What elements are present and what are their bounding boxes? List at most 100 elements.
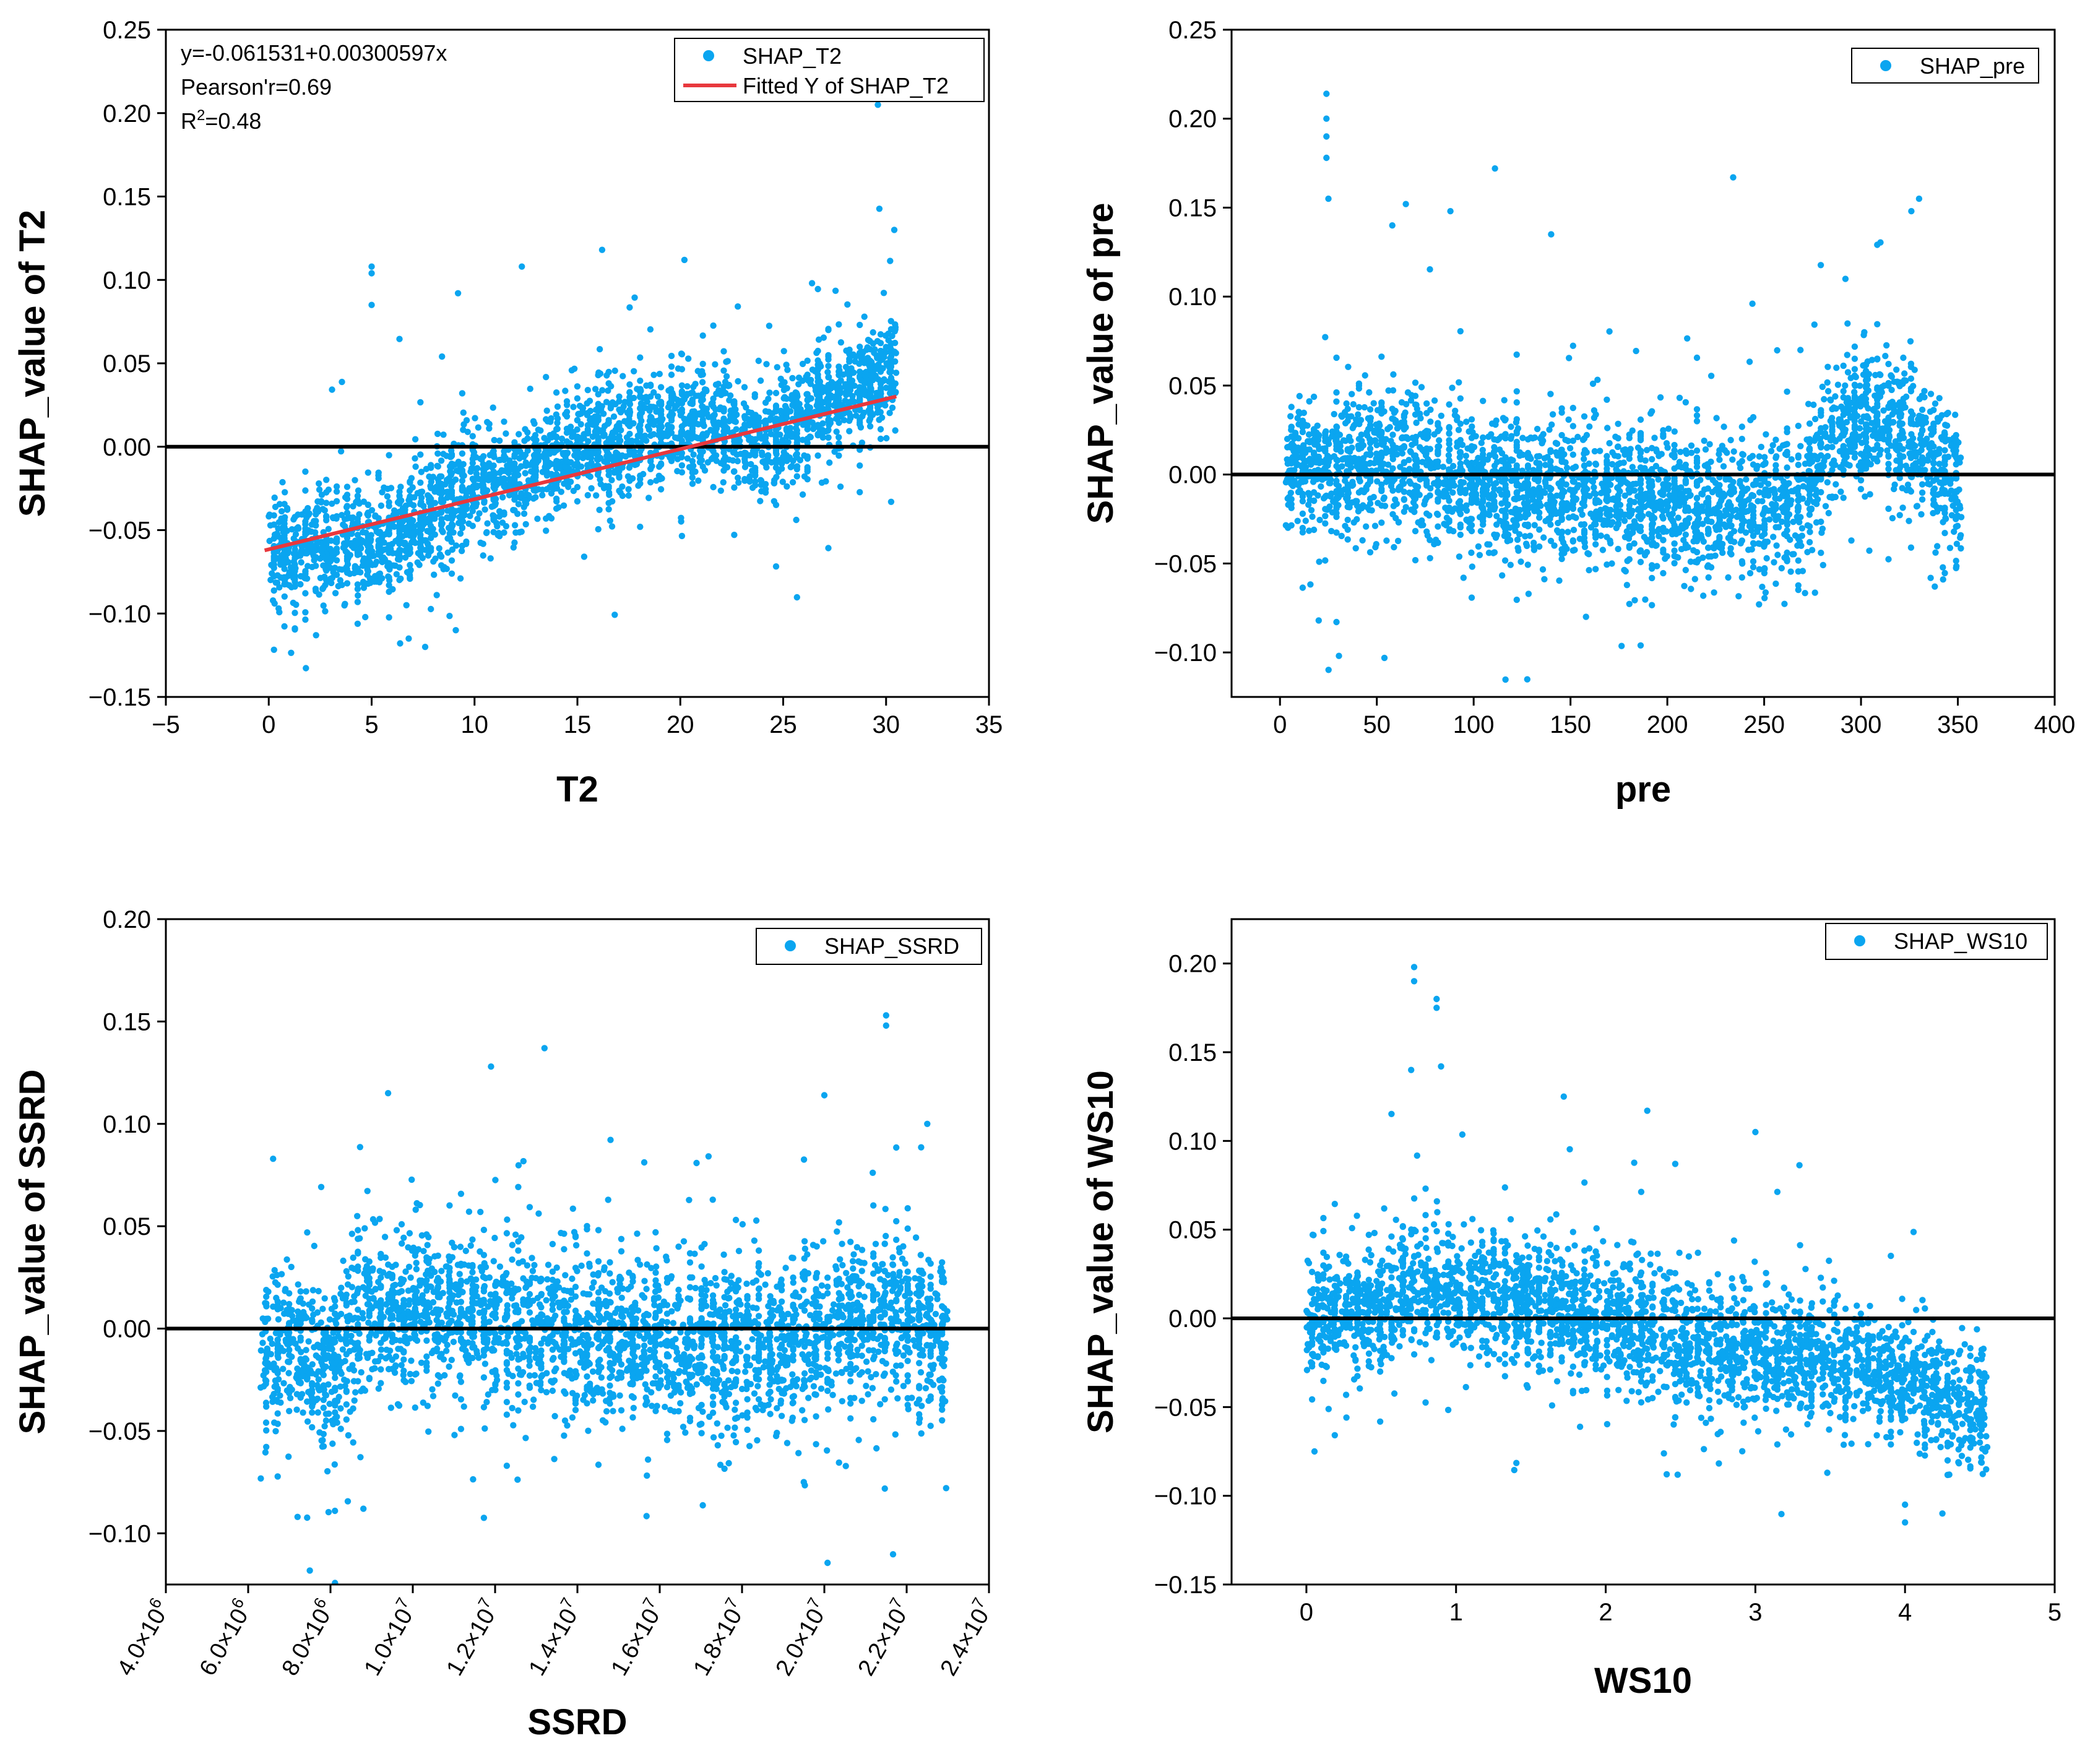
data-point bbox=[1811, 589, 1818, 596]
data-point bbox=[825, 326, 832, 332]
data-point bbox=[699, 332, 706, 339]
data-point bbox=[789, 402, 796, 409]
data-point bbox=[1343, 400, 1350, 407]
data-point bbox=[535, 447, 542, 454]
data-point bbox=[530, 495, 537, 502]
data-point bbox=[1449, 462, 1457, 470]
data-point bbox=[757, 377, 764, 384]
data-point bbox=[887, 498, 895, 505]
data-point-outlier bbox=[313, 632, 319, 639]
data-point bbox=[1383, 537, 1390, 544]
data-point bbox=[1513, 596, 1520, 603]
data-point bbox=[887, 383, 895, 390]
data-point bbox=[574, 449, 581, 456]
data-point bbox=[1412, 527, 1419, 535]
data-point bbox=[510, 544, 517, 551]
data-point bbox=[386, 522, 392, 529]
data-point bbox=[1787, 568, 1794, 575]
data-point bbox=[822, 478, 829, 485]
data-point bbox=[386, 562, 392, 569]
data-point bbox=[1516, 531, 1523, 538]
data-point bbox=[796, 457, 804, 464]
data-point bbox=[690, 451, 697, 458]
data-point bbox=[877, 426, 884, 433]
data-point bbox=[554, 420, 561, 426]
data-point bbox=[878, 414, 886, 421]
data-point bbox=[610, 413, 618, 420]
data-point bbox=[1857, 486, 1865, 493]
data-point bbox=[628, 439, 634, 446]
data-point bbox=[291, 573, 298, 579]
data-point bbox=[1418, 384, 1425, 391]
data-point bbox=[1485, 501, 1492, 508]
data-point bbox=[877, 401, 884, 408]
data-point bbox=[483, 529, 490, 537]
data-point bbox=[1802, 590, 1808, 597]
data-point bbox=[290, 558, 297, 565]
data-point bbox=[790, 457, 796, 464]
data-point bbox=[1952, 412, 1959, 418]
data-point bbox=[274, 548, 281, 555]
data-point bbox=[835, 363, 842, 370]
data-point bbox=[486, 425, 493, 432]
data-point bbox=[286, 569, 293, 577]
data-point bbox=[1756, 453, 1763, 460]
data-point bbox=[1852, 374, 1859, 381]
data-point bbox=[506, 491, 513, 499]
data-point bbox=[1772, 524, 1779, 530]
data-point bbox=[384, 493, 391, 500]
data-point bbox=[678, 431, 686, 438]
data-point bbox=[813, 349, 820, 357]
data-point bbox=[858, 377, 865, 384]
data-point bbox=[819, 434, 826, 441]
chart-panel-t2: −0.15−0.10−0.050.000.050.100.150.200.25−… bbox=[12, 17, 1003, 810]
data-point bbox=[1299, 498, 1306, 504]
data-point bbox=[866, 417, 873, 425]
data-point bbox=[825, 426, 832, 433]
data-point bbox=[1738, 574, 1745, 581]
data-point bbox=[1805, 400, 1812, 407]
data-point bbox=[793, 594, 801, 601]
data-point bbox=[298, 559, 304, 566]
data-point bbox=[875, 361, 882, 368]
data-point bbox=[1958, 545, 1964, 552]
data-point bbox=[772, 464, 780, 471]
data-point bbox=[1316, 558, 1323, 565]
data-point bbox=[1547, 463, 1554, 470]
data-point bbox=[558, 488, 564, 495]
data-point bbox=[751, 449, 758, 456]
data-point bbox=[1763, 555, 1770, 562]
data-point bbox=[1788, 456, 1795, 463]
data-point bbox=[1440, 464, 1447, 470]
data-point bbox=[417, 451, 424, 458]
data-point bbox=[1592, 534, 1599, 541]
data-point bbox=[1832, 393, 1839, 400]
data-point bbox=[418, 495, 425, 501]
data-point bbox=[665, 387, 672, 394]
data-point bbox=[725, 418, 733, 425]
data-point bbox=[1811, 415, 1819, 423]
data-point bbox=[881, 376, 887, 383]
data-point bbox=[522, 497, 529, 504]
data-point bbox=[496, 457, 503, 464]
data-point bbox=[1848, 537, 1855, 544]
data-point bbox=[772, 459, 780, 467]
data-point bbox=[302, 468, 309, 475]
data-point bbox=[1896, 475, 1903, 482]
data-point bbox=[771, 498, 778, 504]
series-SHAP_pre bbox=[1282, 90, 1965, 683]
data-point bbox=[428, 485, 434, 491]
data-point bbox=[563, 438, 571, 445]
data-point bbox=[621, 418, 628, 425]
data-point bbox=[1866, 547, 1873, 554]
data-point bbox=[1872, 371, 1879, 379]
data-point bbox=[329, 500, 335, 507]
data-point bbox=[870, 329, 876, 336]
data-point bbox=[553, 434, 560, 441]
data-point bbox=[417, 479, 424, 486]
x-tick-label: −5 bbox=[152, 711, 180, 738]
data-point bbox=[853, 412, 860, 419]
data-point bbox=[1843, 418, 1850, 426]
data-point bbox=[1919, 406, 1926, 413]
data-point bbox=[397, 483, 404, 490]
